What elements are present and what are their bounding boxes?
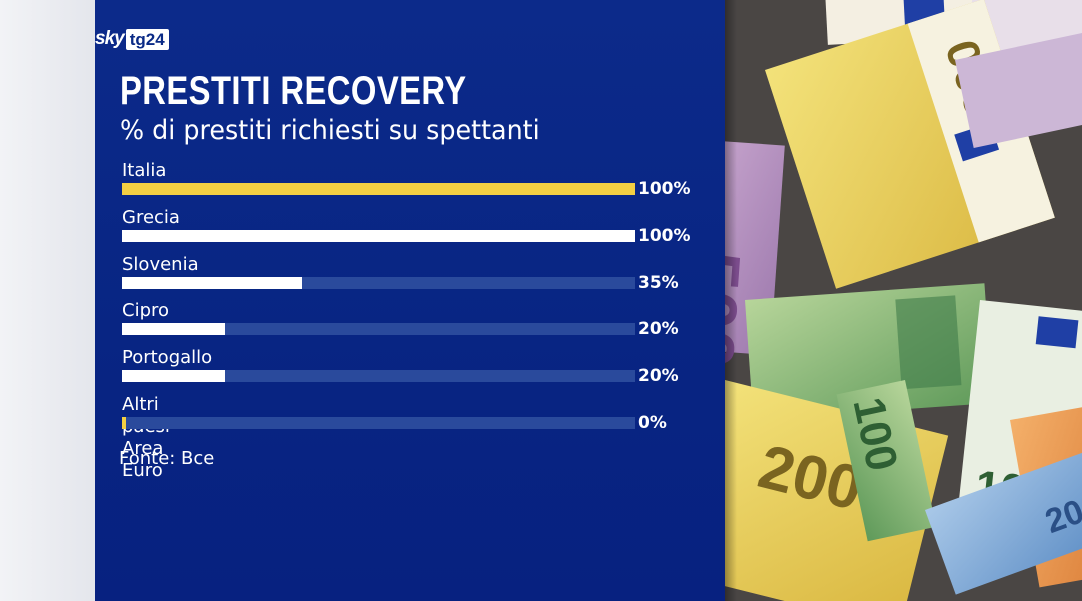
bar-label: Italia	[122, 160, 167, 181]
logo-tg24-text: tg24	[125, 28, 169, 50]
bar-value-label: 100%	[638, 225, 691, 246]
chart-subtitle: % di prestiti richiesti su spettanti	[120, 115, 540, 146]
bar-value-label: 0%	[638, 413, 667, 433]
bar-label: Cipro	[122, 300, 170, 322]
logo-sky-text: sky	[95, 28, 125, 49]
banknotes-photo: 500 200 100	[725, 0, 1082, 601]
bar	[122, 183, 635, 195]
bar-label: Altri paesi Area Euro	[122, 394, 170, 481]
bar	[122, 229, 635, 242]
left-background	[0, 0, 95, 601]
source-note: Fonte: Bce	[119, 448, 215, 469]
note-100-bottom: 100	[836, 380, 937, 542]
bar-value-label: 20%	[638, 366, 679, 387]
bar-label: Slovenia	[122, 253, 199, 275]
bar	[122, 370, 225, 383]
bar-value-label: 100%	[638, 179, 691, 199]
bar-label: Grecia	[122, 206, 180, 228]
bar-track	[122, 323, 635, 336]
bar	[122, 276, 302, 289]
chart-title: PRESTITI RECOVERY	[120, 69, 467, 113]
bar	[122, 323, 225, 336]
bar-value-label: 20%	[638, 319, 679, 340]
note-100-middle	[745, 283, 993, 420]
note-20: 20	[925, 451, 1082, 595]
panel-edge-shadow	[725, 0, 737, 601]
bar-track	[122, 370, 635, 383]
bar-value-label: 35%	[638, 272, 679, 293]
euro-banknotes-illustration: 500 200 100	[725, 0, 1082, 601]
bar	[122, 417, 126, 429]
chart-panel: sky tg24 PRESTITI RECOVERY % di prestiti…	[95, 0, 725, 601]
skytg24-logo: sky tg24	[95, 28, 169, 50]
bar-track	[122, 417, 635, 429]
bar-label: Portogallo	[122, 347, 213, 369]
